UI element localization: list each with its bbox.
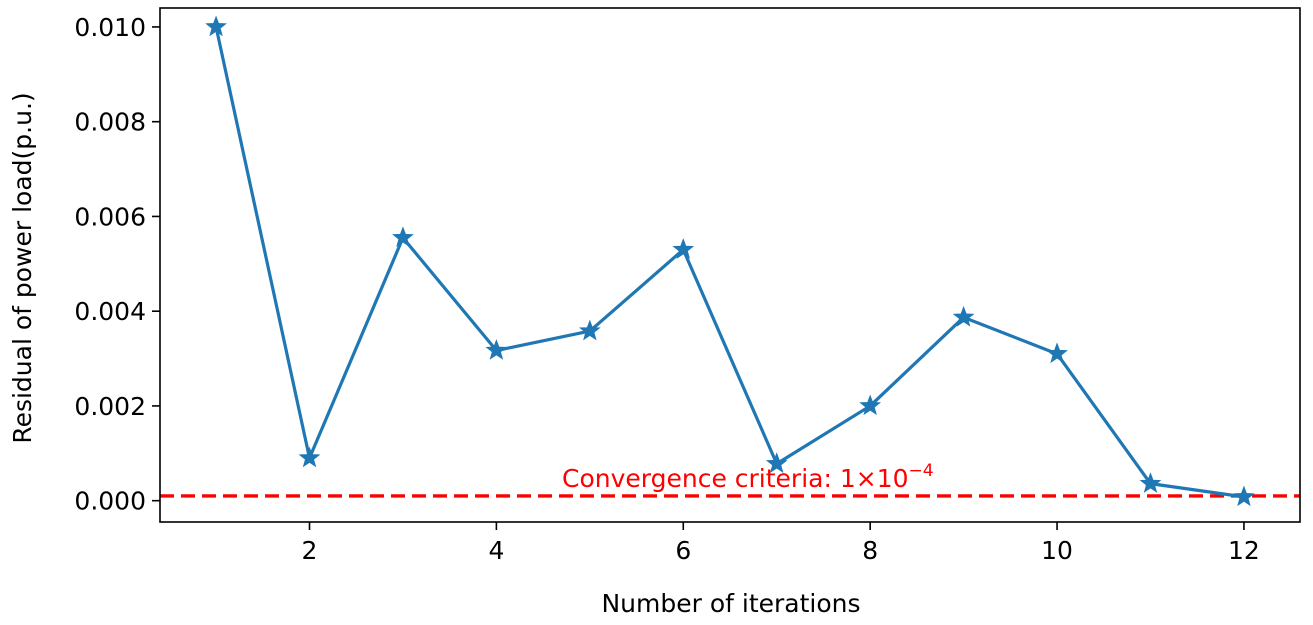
y-tick-label: 0.010 bbox=[74, 13, 146, 42]
y-tick-label: 0.006 bbox=[74, 202, 146, 231]
data-point-star bbox=[485, 339, 508, 360]
axes-group: 2 4 6 8 10 12 0.000 0.002 0.004 0.006 0.008 0.010 bbox=[74, 7, 1301, 565]
data-point-star bbox=[1233, 485, 1255, 507]
data-point-star bbox=[298, 446, 321, 468]
x-tick-label: 10 bbox=[1041, 536, 1073, 565]
plot-frame bbox=[159, 7, 1301, 523]
y-tick-label: 0.000 bbox=[74, 487, 146, 516]
series-group bbox=[205, 15, 1255, 507]
y-tick-label: 0.004 bbox=[74, 297, 146, 326]
convergence-annotation-text: Convergence criteria: 1×10 bbox=[562, 464, 909, 493]
data-point-star bbox=[859, 394, 882, 416]
data-point-star bbox=[765, 452, 788, 473]
data-point-star bbox=[578, 319, 601, 341]
data-point-star bbox=[672, 238, 695, 259]
x-tick-label: 12 bbox=[1228, 536, 1260, 565]
y-tick-label: 0.002 bbox=[74, 392, 146, 421]
series-line bbox=[214, 26, 1245, 499]
data-point-star bbox=[952, 305, 975, 327]
x-tick-label: 6 bbox=[675, 536, 691, 565]
x-axis-title: Number of iterations bbox=[601, 589, 860, 618]
data-point-star bbox=[205, 15, 227, 37]
y-axis-title: Residual of power load(p.u.) bbox=[8, 92, 37, 443]
convergence-annotation: Convergence criteria: 1×10−4 bbox=[562, 461, 934, 493]
data-point-star bbox=[392, 226, 414, 248]
y-tick-label: 0.008 bbox=[74, 108, 146, 137]
data-point-star bbox=[1139, 472, 1162, 493]
convergence-annotation-exponent: −4 bbox=[909, 461, 934, 481]
x-tick-label: 8 bbox=[862, 536, 878, 565]
x-tick-label: 2 bbox=[302, 536, 318, 565]
data-point-star bbox=[1046, 342, 1068, 364]
x-tick-label: 4 bbox=[488, 536, 504, 565]
